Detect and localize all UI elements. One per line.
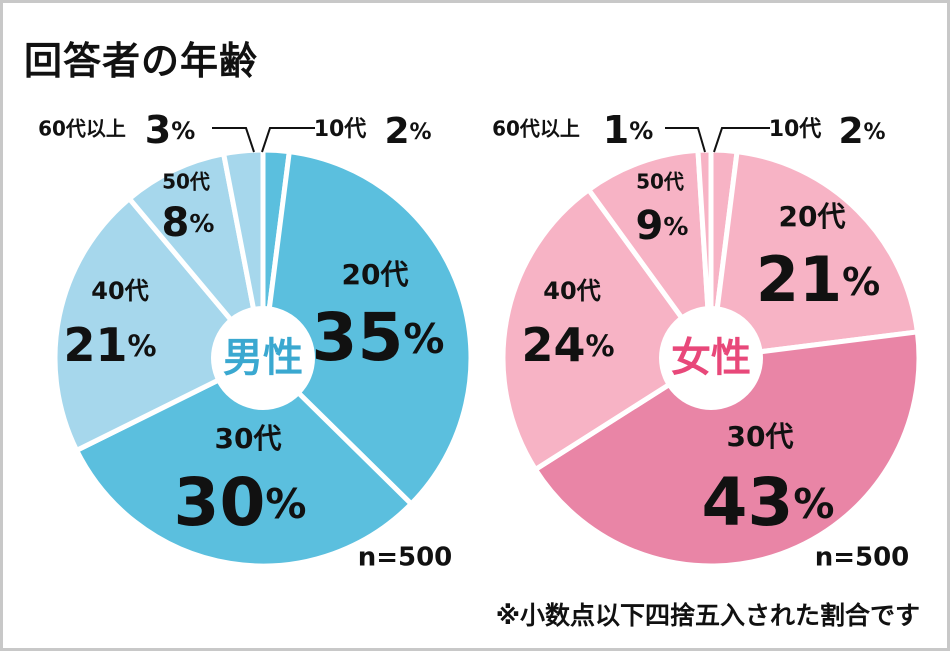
pie-1-center-circle	[659, 306, 763, 410]
pie-0-callout-0	[261, 127, 315, 153]
pie-0-callout-5	[212, 127, 255, 153]
pie-1-slice-1	[708, 149, 920, 361]
pie-0-label-2: 30代	[215, 422, 282, 455]
pie-1-label-2: 30代	[727, 420, 794, 453]
pie-0-slice-1	[260, 149, 474, 507]
pie-1-pct-0: 2%	[838, 111, 885, 152]
pie-0-label-1: 20代	[342, 258, 409, 291]
pie-0-n-label: n=500	[358, 543, 453, 573]
chart-title: 回答者の年齢	[24, 39, 259, 83]
pie-1-slice-2	[532, 329, 922, 569]
pie-0-pct-0: 2%	[384, 111, 431, 152]
pie-0-center-label: 男性	[223, 335, 303, 381]
pie-1-label-1: 20代	[779, 200, 846, 233]
pie-1-pct-4: 9%	[636, 203, 689, 249]
pie-1-callout-0	[713, 127, 770, 153]
pie-1-pct-3: 24%	[521, 318, 614, 372]
pie-1-center-label: 女性	[671, 335, 751, 381]
pie-0-center-circle	[211, 306, 315, 410]
pie-1-label-0: 10代	[769, 117, 822, 142]
pie-1-callout-5	[665, 127, 706, 153]
pie-0-pct-3: 21%	[63, 318, 156, 372]
pie-1-slice-3	[500, 187, 714, 472]
pie-0-label-0: 10代	[314, 117, 367, 142]
pie-0-pct-2: 30%	[174, 464, 307, 541]
pie-1-label-5: 60代以上	[492, 117, 580, 141]
pie-1-label-4: 50代	[636, 170, 684, 194]
pie-0-slice-3	[52, 196, 266, 453]
pie-1-label-3: 40代	[543, 277, 600, 305]
pie-0-label-4: 50代	[162, 170, 210, 194]
pie-1-pct-5: 1%	[603, 108, 654, 152]
pie-0-pct-4: 8%	[162, 200, 215, 246]
pie-0-pct-5: 3%	[145, 108, 196, 152]
pie-1-pct-1: 21%	[756, 243, 880, 316]
pie-1-pct-2: 43%	[702, 464, 835, 541]
footnote: ※小数点以下四捨五入された割合です	[495, 601, 920, 630]
pie-0-label-3: 40代	[91, 277, 148, 305]
pie-0-label-5: 60代以上	[38, 117, 126, 141]
pie-1-n-label: n=500	[815, 543, 910, 573]
pie-0-pct-1: 35%	[312, 299, 445, 376]
pie-1-slice-4	[586, 147, 714, 361]
